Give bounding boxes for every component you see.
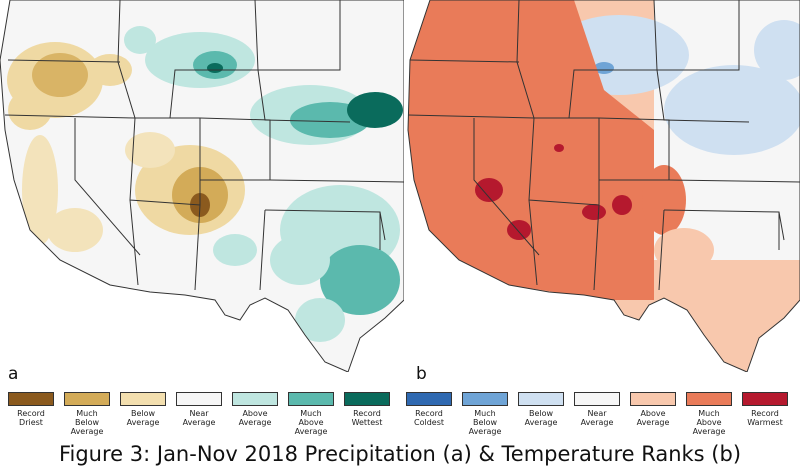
legend-swatch xyxy=(462,392,508,406)
legend-swatch xyxy=(742,392,788,406)
legend-label: Below Average xyxy=(126,409,160,427)
precipitation-map xyxy=(0,0,404,372)
legend-label: Record Coldest xyxy=(413,409,444,427)
legend-swatch xyxy=(686,392,732,406)
precipitation-map-svg xyxy=(0,0,404,372)
legend-label: Much Below Average xyxy=(70,409,104,436)
legend-swatch xyxy=(232,392,278,406)
legend-item-much-above-precip: Much Above Average xyxy=(284,392,338,436)
legend: Record Driest Much Below Average Below A… xyxy=(0,392,800,440)
legend-label: Much Below Average xyxy=(468,409,502,436)
state-borders-b xyxy=(407,0,800,372)
legend-label: Below Average xyxy=(524,409,558,427)
legend-item-much-below-temp: Much Below Average xyxy=(458,392,512,436)
temperature-map-svg xyxy=(407,0,800,372)
legend-item-above-temp: Above Average xyxy=(626,392,680,427)
legend-label: Near Average xyxy=(182,409,216,427)
legend-label: Above Average xyxy=(636,409,670,427)
legend-label: Much Above Average xyxy=(294,409,328,436)
legend-swatch xyxy=(574,392,620,406)
legend-item-record-driest: Record Driest xyxy=(4,392,58,427)
panel-label-a: a xyxy=(8,364,19,384)
legend-item-much-above-temp: Much Above Average xyxy=(682,392,736,436)
legend-item-record-coldest: Record Coldest xyxy=(402,392,456,427)
legend-swatch xyxy=(344,392,390,406)
legend-swatch xyxy=(518,392,564,406)
legend-item-above-precip: Above Average xyxy=(228,392,282,427)
temperature-map xyxy=(404,0,800,372)
legend-label: Much Above Average xyxy=(692,409,726,436)
legend-swatch xyxy=(120,392,166,406)
legend-item-near-precip: Near Average xyxy=(172,392,226,427)
legend-item-much-below-precip: Much Below Average xyxy=(60,392,114,436)
legend-item-near-temp: Near Average xyxy=(570,392,624,427)
legend-label: Record Driest xyxy=(17,409,45,427)
legend-label: Record Wettest xyxy=(351,409,383,427)
panel-label-b: b xyxy=(416,364,427,384)
legend-item-record-warmest: Record Warmest xyxy=(738,392,792,427)
legend-swatch xyxy=(630,392,676,406)
legend-item-below-temp: Below Average xyxy=(514,392,568,427)
precip-fill xyxy=(0,0,404,372)
legend-swatch xyxy=(176,392,222,406)
legend-label: Above Average xyxy=(238,409,272,427)
legend-swatch xyxy=(288,392,334,406)
legend-item-record-wettest: Record Wettest xyxy=(340,392,394,427)
temp-fill xyxy=(408,0,800,372)
legend-label: Near Average xyxy=(580,409,614,427)
legend-label: Record Warmest xyxy=(747,409,783,427)
legend-item-below-precip: Below Average xyxy=(116,392,170,427)
legend-swatch xyxy=(8,392,54,406)
legend-swatch xyxy=(406,392,452,406)
figure-caption: Figure 3: Jan-Nov 2018 Precipitation (a)… xyxy=(58,442,742,466)
state-borders-a xyxy=(0,0,404,372)
legend-swatch xyxy=(64,392,110,406)
